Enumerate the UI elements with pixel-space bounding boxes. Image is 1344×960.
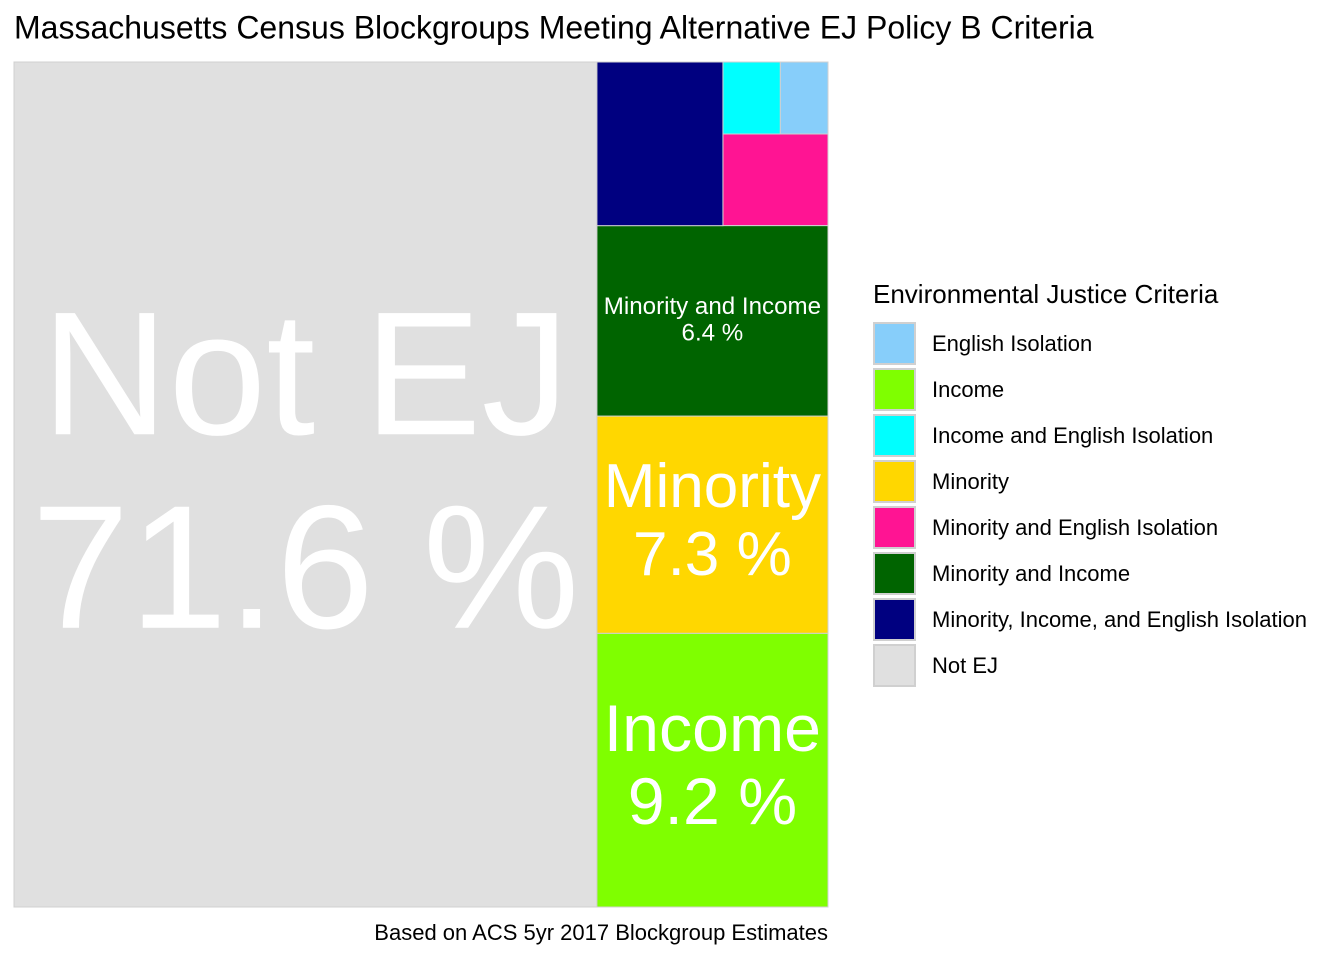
legend-label: English Isolation — [932, 331, 1092, 356]
legend-key — [873, 598, 916, 641]
legend-label: Minority, Income, and English Isolation — [932, 607, 1307, 632]
treemap-cell — [596, 61, 724, 227]
legend-label: Minority and English Isolation — [932, 515, 1218, 540]
treemap-cell — [722, 133, 829, 227]
legend-key — [873, 368, 916, 411]
legend-label: Income — [932, 377, 1004, 402]
legend-key — [873, 552, 916, 595]
cell-value-label: 7.3 % — [633, 520, 792, 589]
cell-value-label: 6.4 % — [682, 320, 744, 347]
treemap-cell — [722, 61, 781, 135]
cell-value-label: 9.2 % — [628, 765, 797, 839]
caption: Based on ACS 5yr 2017 Blockgroup Estimat… — [374, 920, 828, 945]
legend-label: Income and English Isolation — [932, 423, 1213, 448]
treemap-cell — [596, 415, 829, 634]
treemap-cell — [596, 632, 829, 908]
treemap-cell — [779, 61, 829, 135]
cell-label: Minority and Income — [604, 293, 821, 320]
legend-key — [873, 414, 916, 457]
cell-label: Income — [604, 692, 821, 766]
legend-key — [873, 460, 916, 503]
legend-label: Not EJ — [932, 653, 998, 678]
legend-label: Minority — [932, 469, 1009, 494]
cell-value-label: 71.6 % — [31, 470, 579, 666]
legend-key — [873, 644, 916, 687]
legend-key — [873, 506, 916, 549]
cell-label: Not EJ — [41, 276, 569, 472]
legend-key — [873, 322, 916, 365]
legend-label: Minority and Income — [932, 561, 1130, 586]
legend-title: Environmental Justice Criteria — [873, 279, 1219, 309]
chart-title: Massachusetts Census Blockgroups Meeting… — [14, 9, 1094, 45]
cell-label: Minority — [604, 452, 821, 521]
treemap-cell — [13, 61, 598, 908]
